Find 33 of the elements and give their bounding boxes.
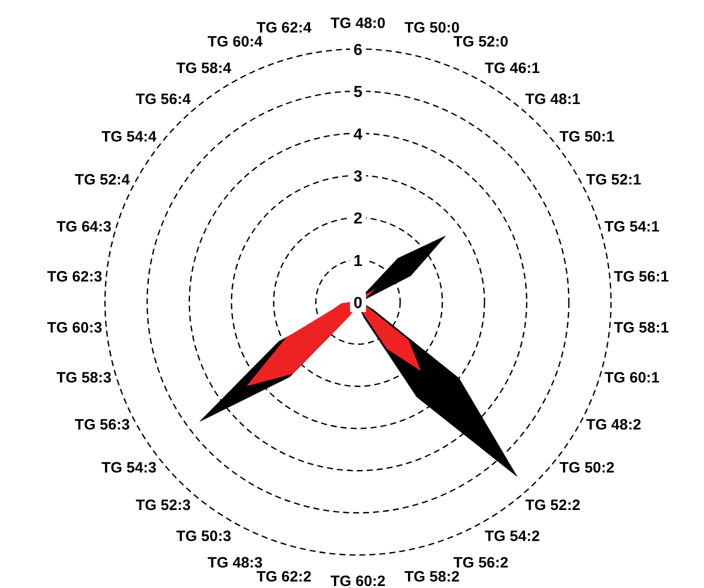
y-tick-label: 1 [354, 252, 363, 270]
spoke-label: TG 48:0 [330, 15, 386, 32]
y-tick-label: 2 [354, 210, 363, 228]
spoke-label: TG 52:1 [586, 171, 642, 188]
spoke-label: TG 52:3 [136, 497, 191, 514]
spoke-label: TG 54:1 [604, 218, 660, 236]
y-tick-label: 3 [354, 168, 363, 186]
spoke-label: TG 60:2 [330, 573, 386, 588]
spoke-label: TG 60:3 [47, 319, 102, 336]
spoke-label: TG 62:3 [47, 268, 102, 286]
spoke-label: TG 56:1 [614, 268, 669, 286]
y-tick-label: 6 [354, 42, 363, 59]
y-tick-label: 4 [354, 126, 363, 144]
spoke-label: TG 50:1 [559, 128, 614, 146]
spoke-label: TG 56:3 [74, 416, 130, 434]
spoke-label: TG 48:2 [586, 416, 642, 434]
spoke-label: TG 58:3 [56, 369, 112, 386]
spoke-label: TG 58:4 [176, 60, 232, 78]
spoke-label: TG 54:2 [484, 528, 540, 545]
spoke-label: TG 50:3 [176, 528, 232, 545]
spoke-label: TG 52:4 [74, 171, 130, 188]
y-tick-label: 0 [354, 295, 363, 312]
spoke-label: TG 60:1 [604, 369, 660, 386]
spoke-label: TG 58:1 [614, 319, 669, 336]
y-tick-label: 5 [354, 84, 363, 102]
spoke-label: TG 54:3 [102, 460, 157, 477]
spoke-label: TG 50:2 [559, 460, 614, 477]
spoke-label: TG 46:1 [484, 60, 540, 78]
spoke-label: TG 54:4 [102, 128, 158, 146]
spoke-label: TG 64:3 [56, 218, 112, 236]
spoke-label: TG 56:4 [136, 90, 192, 108]
spoke-label: TG 52:2 [525, 497, 580, 514]
spoke-label: TG 48:1 [525, 90, 580, 108]
